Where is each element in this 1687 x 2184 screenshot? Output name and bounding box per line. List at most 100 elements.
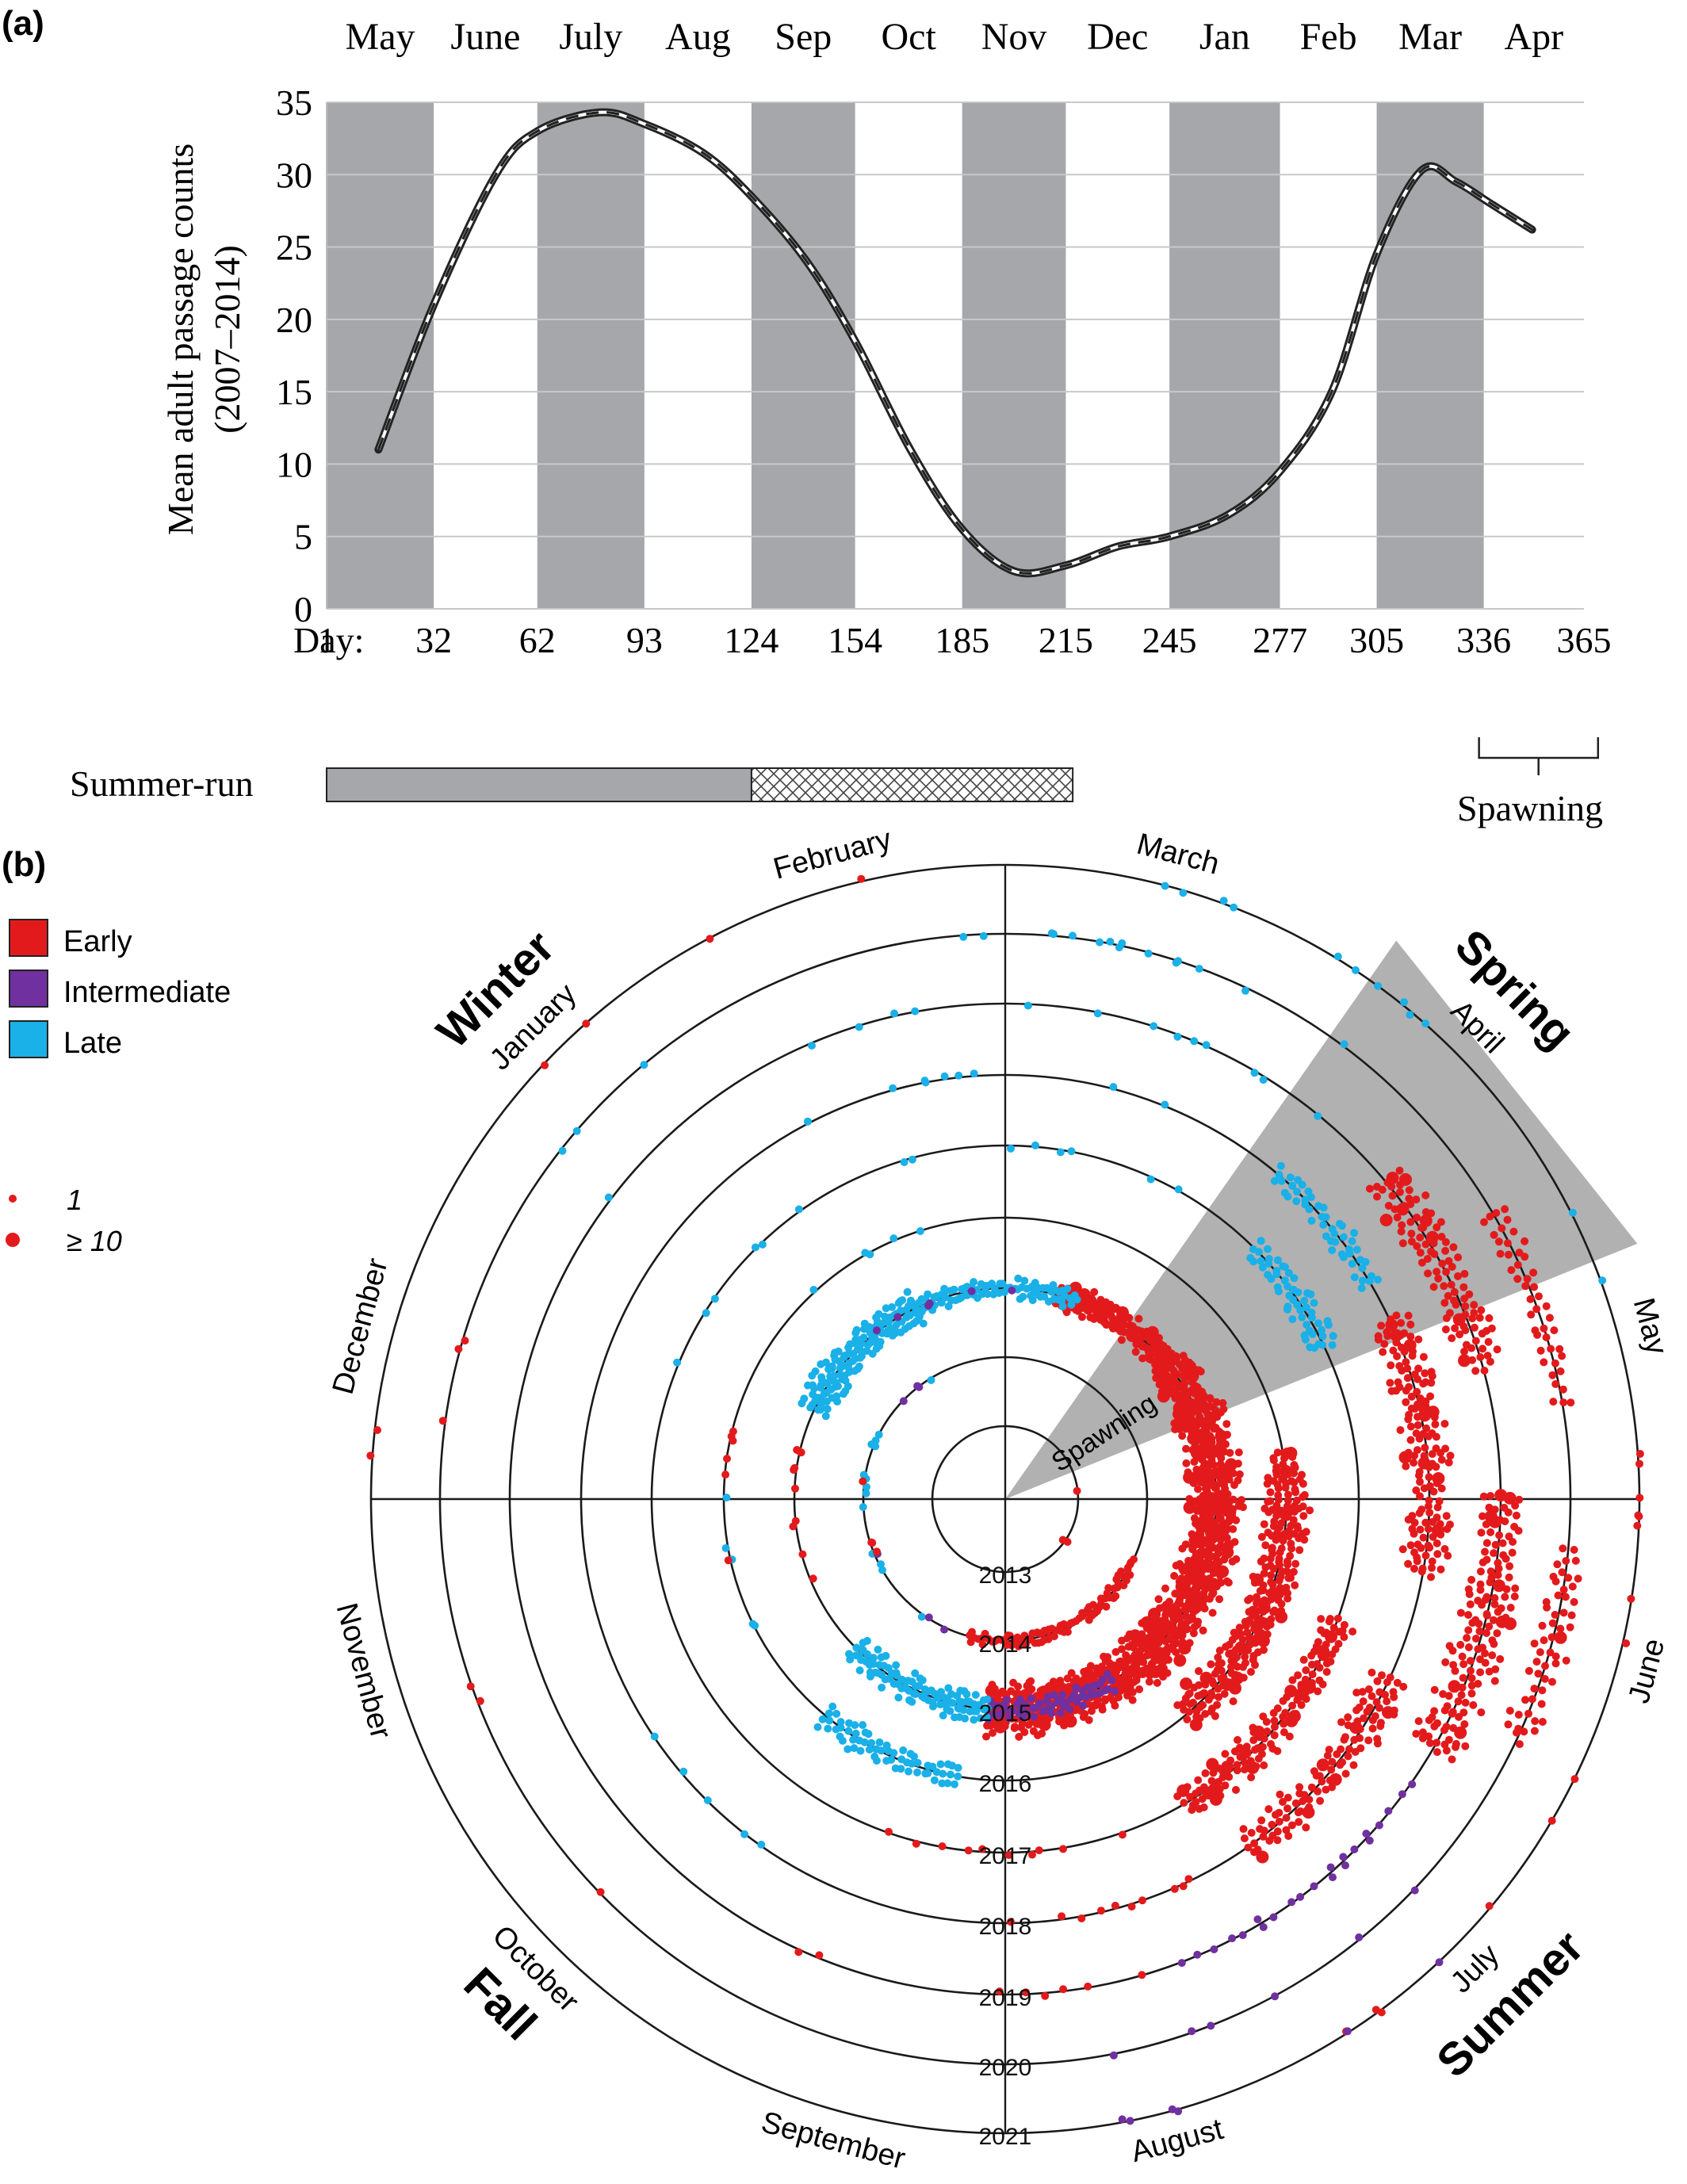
passage-dot: [938, 1842, 947, 1850]
passage-dot: [1447, 1280, 1456, 1289]
passage-dot: [1283, 1490, 1292, 1499]
passage-dot: [1201, 1710, 1210, 1718]
passage-dot: [1314, 1319, 1322, 1328]
passage-dot: [1458, 1652, 1467, 1661]
passage-dot: [1365, 1184, 1374, 1193]
passage-dot: [1280, 1465, 1294, 1478]
passage-dot: [1316, 1796, 1325, 1805]
passage-dot: [757, 1840, 766, 1849]
passage-dot: [1022, 1988, 1031, 1997]
passage-dot: [861, 1728, 870, 1737]
passage-dot: [1246, 1640, 1254, 1649]
passage-dot: [1282, 1814, 1291, 1823]
passage-dot: [1399, 1172, 1412, 1186]
passage-dot: [1350, 1735, 1359, 1744]
passage-dot: [1501, 1555, 1510, 1563]
passage-dot: [1551, 1659, 1560, 1668]
passage-dot: [1373, 1739, 1382, 1748]
passage-dot: [920, 1077, 929, 1085]
passage-dot: [1138, 1971, 1146, 1979]
passage-dot: [1404, 1415, 1413, 1424]
passage-dot: [1444, 1692, 1453, 1700]
passage-dot: [966, 1638, 975, 1647]
passage-dot: [1551, 1380, 1560, 1388]
passage-dot: [1385, 1318, 1398, 1332]
passage-dot: [1028, 1850, 1036, 1859]
passage-dot: [1438, 1260, 1447, 1268]
passage-dot: [1485, 1622, 1494, 1631]
passage-dot: [1435, 1958, 1444, 1967]
passage-dot: [1289, 1516, 1298, 1524]
passage-dot: [1341, 1861, 1349, 1870]
passage-dot: [1302, 1823, 1310, 1832]
passage-dot: [1358, 1276, 1367, 1285]
passage-dot: [1490, 1639, 1498, 1648]
passage-dot: [906, 1750, 915, 1758]
passage-dot: [1492, 1579, 1505, 1593]
passage-dot: [1467, 1575, 1476, 1584]
passage-dot: [1059, 1701, 1068, 1710]
legend-size-large-dot: [6, 1233, 20, 1247]
passage-dot: [1402, 1358, 1410, 1367]
passage-dot: [1173, 1792, 1182, 1800]
passage-dot: [604, 1193, 613, 1202]
passage-dot: [1547, 1344, 1555, 1353]
passage-dot: [1241, 1758, 1249, 1767]
passage-dot: [1375, 1821, 1383, 1830]
passage-dot: [1193, 1506, 1202, 1515]
passage-dot: [855, 1736, 863, 1745]
passage-dot: [1430, 1685, 1439, 1694]
passage-dot: [1482, 1539, 1491, 1547]
passage-dot: [1301, 1335, 1310, 1344]
passage-dot: [1014, 1274, 1023, 1283]
x-tick-label: 32: [415, 620, 452, 660]
passage-dot: [1211, 1670, 1219, 1678]
passage-dot: [822, 1358, 830, 1367]
passage-dot: [1554, 1591, 1563, 1600]
passage-dot: [1186, 1370, 1199, 1383]
passage-dot: [885, 1827, 893, 1836]
passage-dot: [1264, 1474, 1272, 1482]
x-tick-label: 124: [724, 620, 778, 660]
passage-dot: [1161, 1100, 1169, 1109]
passage-dot: [1540, 1636, 1548, 1645]
passage-dot: [1283, 1192, 1292, 1201]
passage-dot: [1461, 1302, 1470, 1310]
passage-dot: [1189, 1629, 1198, 1638]
passage-dot: [1322, 1232, 1330, 1241]
passage-dot: [1217, 1454, 1226, 1463]
passage-dot: [1244, 1596, 1253, 1605]
passage-dot: [1568, 1582, 1577, 1591]
passage-dot: [1425, 1463, 1433, 1471]
season-label: Summer: [1427, 1921, 1593, 2087]
passage-dot: [1471, 1367, 1480, 1375]
passage-dot: [1486, 1528, 1495, 1536]
passage-dot: [1295, 1783, 1304, 1792]
passage-dot: [863, 1482, 870, 1491]
passage-dot: [1111, 1647, 1120, 1656]
passage-dot: [1275, 1287, 1283, 1295]
passage-dot: [1127, 1903, 1136, 1911]
passage-dot: [1408, 1352, 1417, 1360]
passage-dot: [1504, 1250, 1513, 1259]
passage-dot: [919, 1319, 928, 1328]
passage-dot: [1296, 1892, 1305, 1901]
passage-dot: [1180, 1677, 1193, 1690]
passage-dot: [1521, 1282, 1530, 1291]
passage-dot: [1452, 1742, 1459, 1751]
passage-dot: [1234, 1459, 1242, 1468]
passage-dot: [1316, 1758, 1329, 1772]
passage-dot: [1031, 1141, 1039, 1149]
passage-dot: [1328, 1650, 1337, 1658]
year-label: 2018: [979, 1914, 1032, 1940]
passage-dot: [1023, 1001, 1032, 1010]
passage-dot: [1464, 1626, 1473, 1635]
passage-dot: [1406, 1200, 1415, 1208]
passage-dot: [1256, 1825, 1264, 1834]
passage-dot: [1194, 1485, 1203, 1494]
summer-run-solid: [326, 767, 752, 802]
passage-dot: [1485, 1667, 1494, 1676]
passage-dot: [1294, 1288, 1303, 1297]
passage-dot: [1028, 1629, 1037, 1638]
passage-dot: [1331, 1237, 1340, 1246]
